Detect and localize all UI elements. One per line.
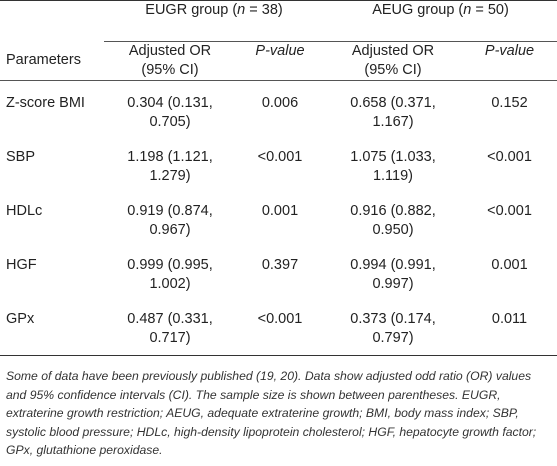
aeug-p-cell: 0.001	[491, 257, 528, 273]
results-table: EUGR group (n = 38) AEUG group (n = 50) …	[0, 0, 557, 356]
param-cell: GPx	[6, 311, 35, 327]
empty-corner	[0, 1, 104, 42]
aeug-or-line1: 0.916 (0.882,	[350, 203, 436, 219]
aeug-or-header: Adjusted OR (95% CI)	[324, 42, 462, 81]
eugr-p-header: P-value	[255, 43, 305, 59]
aeug-p-header: P-value	[484, 43, 535, 59]
aeug-or-line2: 1.119)	[372, 168, 414, 184]
footnote-ref-separator: ,	[273, 369, 281, 383]
aeug-or-line2: 1.167)	[372, 114, 414, 130]
table-row: GPx 0.487 (0.331, 0.717) <0.001 0.373 (0.…	[0, 301, 557, 356]
eugr-p-cell: 0.397	[261, 257, 299, 273]
eugr-group-n: n	[237, 2, 246, 18]
footnote-ref-20[interactable]: 20	[280, 369, 294, 383]
table-row: HDLc 0.919 (0.874, 0.967) 0.001 0.916 (0.…	[0, 193, 557, 247]
eugr-or-line1: 0.304 (0.131,	[127, 95, 213, 111]
footnote-text-rest: ). Data show adjusted odd ratio (OR) val…	[6, 369, 537, 457]
eugr-or-cell: 1.198 (1.121, 1.279)	[104, 139, 236, 193]
eugr-or-line2: 0.705)	[149, 114, 191, 130]
aeug-or-cell: 0.373 (0.174, 0.797)	[324, 301, 462, 356]
param-cell: HDLc	[6, 203, 43, 219]
aeug-group-count: = 50)	[471, 2, 509, 18]
footnote-text-start: Some of data have been previously publis…	[6, 369, 261, 383]
eugr-or-line1: 0.919 (0.874,	[127, 203, 213, 219]
aeug-or-line2: 0.950)	[372, 222, 414, 238]
aeug-or-line1: 0.994 (0.991,	[350, 257, 436, 273]
eugr-or-line2: 1.002)	[149, 276, 191, 292]
aeug-or-header-line1: Adjusted OR	[351, 43, 435, 59]
aeug-or-line1: 0.373 (0.174,	[350, 311, 436, 327]
table-row: Z-score BMI 0.304 (0.131, 0.705) 0.006 0.…	[0, 81, 557, 140]
eugr-or-header: Adjusted OR (95% CI)	[104, 42, 236, 81]
aeug-or-cell: 0.658 (0.371, 1.167)	[324, 81, 462, 140]
eugr-or-line2: 1.279)	[149, 168, 191, 184]
aeug-or-line2: 0.997)	[372, 276, 414, 292]
eugr-or-header-line1: Adjusted OR	[128, 43, 212, 59]
eugr-or-line1: 0.487 (0.331,	[127, 311, 213, 327]
parameters-header: Parameters	[6, 52, 81, 69]
eugr-group-count: = 38)	[245, 2, 283, 18]
eugr-p-cell: 0.006	[261, 95, 299, 111]
eugr-or-line1: 1.198 (1.121,	[127, 149, 213, 165]
table-footnote: Some of data have been previously publis…	[6, 367, 551, 460]
eugr-or-line2: 0.967)	[149, 222, 191, 238]
eugr-group-header: EUGR group (n = 38)	[104, 0, 324, 42]
aeug-p-cell: 0.011	[491, 311, 528, 327]
table-row: SBP 1.198 (1.121, 1.279) <0.001 1.075 (1.…	[0, 139, 557, 193]
param-cell: HGF	[6, 257, 37, 273]
footnote-ref-19[interactable]: 19	[260, 369, 274, 383]
aeug-or-line1: 0.658 (0.371,	[350, 95, 436, 111]
param-cell: Z-score BMI	[6, 95, 85, 111]
eugr-or-cell: 0.919 (0.874, 0.967)	[104, 193, 236, 247]
aeug-or-cell: 0.916 (0.882, 0.950)	[324, 193, 462, 247]
eugr-or-cell: 0.487 (0.331, 0.717)	[104, 301, 236, 356]
eugr-or-cell: 0.304 (0.131, 0.705)	[104, 81, 236, 140]
eugr-p-cell: <0.001	[257, 149, 303, 165]
eugr-or-header-line2: (95% CI)	[141, 62, 199, 78]
aeug-or-line2: 0.797)	[372, 330, 414, 346]
group-header-row: EUGR group (n = 38) AEUG group (n = 50)	[0, 0, 557, 42]
aeug-p-cell: <0.001	[487, 203, 532, 219]
eugr-or-line1: 0.999 (0.995,	[127, 257, 213, 273]
aeug-or-header-line2: (95% CI)	[364, 62, 422, 78]
eugr-p-cell: 0.001	[261, 203, 299, 219]
column-header-row: Parameters Adjusted OR (95% CI) P-value …	[0, 42, 557, 81]
eugr-p-cell: <0.001	[257, 311, 303, 327]
aeug-or-line1: 1.075 (1.033,	[350, 149, 436, 165]
aeug-group-header: AEUG group (n = 50)	[324, 0, 557, 42]
eugr-or-cell: 0.999 (0.995, 1.002)	[104, 247, 236, 301]
eugr-or-line2: 0.717)	[149, 330, 191, 346]
table-row: HGF 0.999 (0.995, 1.002) 0.397 0.994 (0.9…	[0, 247, 557, 301]
aeug-or-cell: 1.075 (1.033, 1.119)	[324, 139, 462, 193]
param-cell: SBP	[6, 149, 36, 165]
aeug-p-cell: <0.001	[487, 149, 532, 165]
aeug-group-label: AEUG group (	[372, 2, 464, 18]
aeug-group-n: n	[463, 2, 472, 18]
eugr-group-label: EUGR group (	[145, 2, 238, 18]
aeug-p-cell: 0.152	[491, 95, 528, 111]
aeug-or-cell: 0.994 (0.991, 0.997)	[324, 247, 462, 301]
